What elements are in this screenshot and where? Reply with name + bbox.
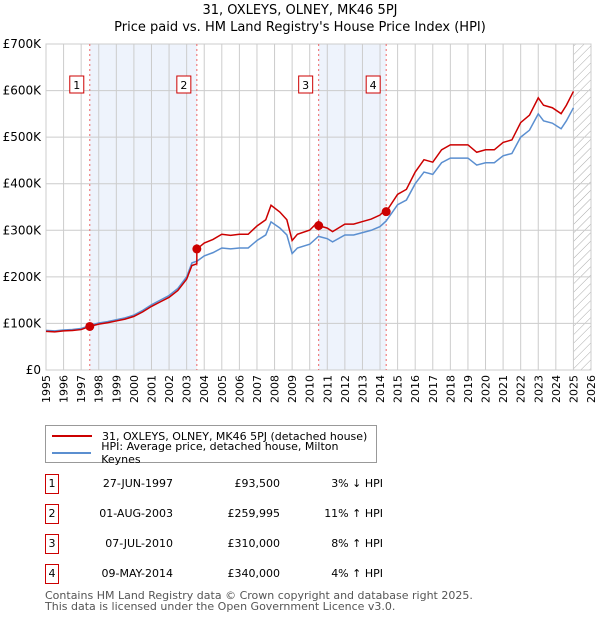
sale-label-box: [176, 75, 192, 94]
sale-hpi-diff: 4% ↑ HPI: [331, 567, 383, 580]
sale-label-box: [69, 75, 85, 94]
hpi-line: [45, 107, 575, 332]
shaded-range: [318, 44, 387, 370]
forecast-hatch: [573, 44, 591, 370]
sale-number-badge: 2: [45, 504, 59, 524]
x-tick-label: 2019: [462, 375, 475, 403]
sale-hpi-diff: 3% ↓ HPI: [331, 477, 383, 490]
x-tick-label: 2024: [550, 375, 563, 403]
sale-number-badge: 3: [45, 534, 59, 554]
x-tick-label: 2014: [374, 375, 387, 403]
x-tick-label: 1995: [40, 375, 53, 403]
x-tick-label: 2009: [286, 375, 299, 403]
x-tick-label: 2004: [198, 375, 211, 403]
sale-point: [85, 321, 95, 331]
legend-label-hpi: HPI: Average price, detached house, Milt…: [101, 440, 339, 466]
x-tick-label: 2021: [497, 375, 510, 403]
x-tick-label: 2008: [269, 375, 282, 403]
legend-item-property: 31, OXLEYS, OLNEY, MK46 5PJ (detached ho…: [46, 428, 367, 444]
sale-date: 07-JUL-2010: [105, 537, 173, 550]
sales-table-row: 3 07-JUL-2010 £310,000 8% ↑ HPI: [45, 534, 445, 554]
x-tick-label: 1998: [93, 375, 106, 403]
x-tick-label: 2002: [163, 375, 176, 403]
x-tick-label: 2026: [585, 375, 598, 403]
x-tick-label: 1997: [75, 375, 88, 403]
x-tick-label: 2023: [532, 375, 545, 403]
x-tick-label: 2003: [181, 375, 194, 403]
sale-price: £259,995: [227, 507, 281, 520]
legend: 31, OXLEYS, OLNEY, MK46 5PJ (detached ho…: [45, 425, 377, 466]
sale-label-number: 2: [180, 79, 187, 92]
sale-point: [314, 221, 324, 231]
sale-date: 01-AUG-2003: [99, 507, 173, 520]
sale-hpi-diff: 11% ↑ HPI: [324, 507, 383, 520]
y-tick-label: £700K: [3, 37, 43, 51]
x-tick-label: 2011: [321, 375, 334, 403]
x-tick-label: 2013: [356, 375, 369, 403]
x-tick-label: 2016: [409, 375, 422, 403]
sale-number-badge: 1: [45, 474, 59, 494]
y-tick-label: £400K: [3, 177, 43, 191]
sale-price: £310,000: [227, 537, 281, 550]
plot-area: 1995 1996 1997 1998 1999 2000 2001 2002 2003 2004…: [3, 37, 598, 403]
sale-date: 09-MAY-2014: [101, 567, 173, 580]
legend-swatch-hpi: [52, 452, 92, 454]
x-tick-label: 2018: [444, 375, 457, 403]
sale-label-number: 1: [73, 79, 80, 92]
sale-label-box: [298, 75, 314, 94]
sale-label-number: 4: [370, 79, 377, 92]
sale-number-badge: 4: [45, 564, 59, 584]
legend-item-hpi: HPI: Average price, detached house, Milt…: [46, 440, 376, 466]
x-tick-label: 1996: [58, 375, 71, 403]
sale-date: 27-JUN-1997: [102, 477, 173, 490]
chart-title: 31, OXLEYS, OLNEY, MK46 5PJ: [202, 3, 398, 18]
legend-label-property: 31, OXLEYS, OLNEY, MK46 5PJ (detached ho…: [102, 429, 368, 443]
sale-price: £93,500: [234, 477, 281, 490]
legend-swatch-property: [52, 435, 92, 437]
sale-price: £340,000: [227, 567, 281, 580]
footer-licence: This data is licensed under the Open Gov…: [45, 600, 396, 613]
property-price-line: [45, 91, 575, 333]
x-tick-label: 2010: [304, 375, 317, 403]
y-tick-label: £0: [26, 363, 41, 377]
x-tick-label: 2012: [339, 375, 352, 403]
y-tick-label: £500K: [3, 130, 43, 144]
x-tick-label: 2017: [427, 375, 440, 403]
y-tick-label: £600K: [3, 84, 43, 98]
chart-subtitle: Price paid vs. HM Land Registry's House …: [114, 20, 486, 35]
x-tick-label: 1999: [110, 375, 123, 403]
x-tick-label: 2007: [251, 375, 264, 403]
sales-table-row: 2 01-AUG-2003 £259,995 11% ↑ HPI: [45, 504, 445, 524]
sales-table-row: 1 27-JUN-1997 £93,500 3% ↓ HPI: [45, 474, 445, 494]
x-tick-label: 2025: [567, 375, 580, 403]
sales-table-row: 4 09-MAY-2014 £340,000 4% ↑ HPI: [45, 564, 445, 584]
x-tick-label: 2005: [216, 375, 229, 403]
sale-label-number: 3: [302, 79, 309, 92]
x-tick-label: 2015: [392, 375, 405, 403]
y-tick-label: £100K: [3, 316, 43, 330]
footer-copyright: Contains HM Land Registry data © Crown c…: [45, 589, 473, 602]
y-tick-label: £200K: [3, 270, 43, 284]
sale-point: [192, 244, 202, 254]
x-tick-label: 2022: [515, 375, 528, 403]
sale-hpi-diff: 8% ↑ HPI: [331, 537, 383, 550]
x-tick-label: 2020: [480, 375, 493, 403]
y-tick-label: £300K: [3, 223, 43, 237]
sale-label-box: [365, 75, 381, 94]
shaded-range: [89, 44, 197, 370]
x-tick-label: 2001: [145, 375, 158, 403]
sale-point: [381, 207, 391, 217]
x-tick-label: 2000: [128, 375, 141, 403]
x-tick-label: 2006: [233, 375, 246, 403]
